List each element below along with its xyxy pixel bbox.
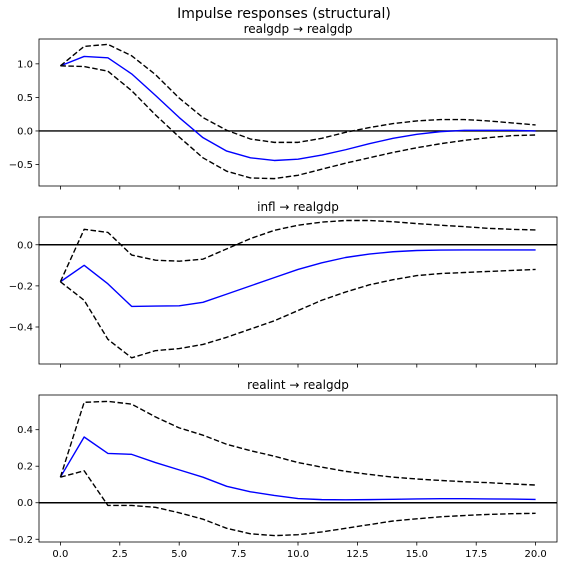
series-line-upper-band — [59, 43, 536, 144]
series-line-response — [59, 436, 536, 501]
series-line-upper-band — [59, 400, 536, 486]
x-tick-label: 0.0 — [52, 549, 68, 560]
panel-title: realint → realgdp — [247, 378, 349, 392]
series-line-response — [59, 249, 536, 308]
panel-title: infl → realgdp — [257, 200, 339, 214]
series-line-lower-band — [60, 470, 536, 537]
x-tick-label: 17.5 — [465, 549, 487, 560]
panel-3: realint → realgdp −0.2 0.0 0.2 0.4 0.0 2.5 5.0 7… — [9, 378, 558, 560]
x-tick-label: 12.5 — [346, 549, 368, 560]
series-line-response — [60, 55, 536, 162]
panel-title: realgdp → realgdp — [244, 22, 353, 36]
y-tick-label: −0.2 — [9, 281, 33, 292]
x-tick-label: 5.0 — [171, 549, 187, 560]
x-tick-label: 20.0 — [524, 549, 546, 560]
series-line-lower-band — [60, 65, 536, 180]
axes-frame — [38, 38, 558, 187]
figure-title: Impulse responses (structural) — [177, 6, 391, 22]
y-tick-label: 0.0 — [17, 126, 33, 137]
y-tick-label: 0.2 — [17, 462, 33, 473]
y-tick-label: −0.4 — [9, 322, 33, 333]
y-tick-label: 0.0 — [17, 240, 33, 251]
x-tick-label: 15.0 — [406, 549, 428, 560]
y-tick-label: −0.2 — [9, 535, 33, 546]
y-tick-label: 0.5 — [17, 93, 33, 104]
series-line-lower-band — [59, 268, 536, 359]
x-tick-label: 2.5 — [112, 549, 128, 560]
y-tick-label: −0.5 — [9, 160, 33, 171]
panels: realgdp → realgdp −0.5 0.0 0.5 1.0 infl → rea… — [9, 22, 558, 560]
y-tick-label: 0.0 — [17, 498, 33, 509]
axes-frame — [38, 394, 558, 543]
panel-1: realgdp → realgdp −0.5 0.0 0.5 1.0 — [9, 22, 558, 190]
y-tick-label: 0.4 — [17, 425, 33, 436]
x-tick-label: 10.0 — [287, 549, 309, 560]
panel-2: infl → realgdp −0.4 −0.2 0.0 — [9, 200, 558, 368]
x-tick-label: 7.5 — [231, 549, 247, 560]
y-tick-label: 1.0 — [17, 59, 33, 70]
series-line-upper-band — [59, 219, 536, 283]
axes-frame — [38, 216, 558, 365]
